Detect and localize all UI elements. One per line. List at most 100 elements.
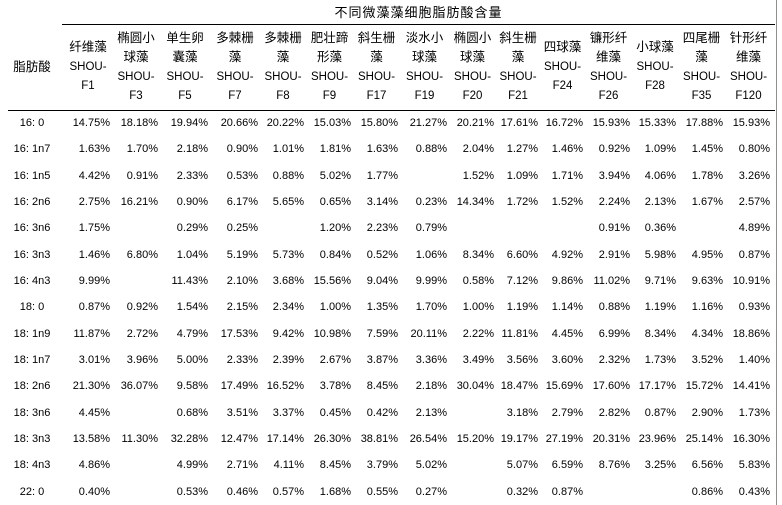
value-cell: 0.84%	[319, 248, 351, 261]
value-cell: 4.92%	[551, 248, 583, 261]
value-cell: 15.93%	[732, 117, 770, 130]
row-label: 16: 2n6	[13, 196, 51, 209]
title-top-rule	[62, 24, 775, 25]
value-cell: 26.30%	[313, 433, 351, 446]
value-cell: 0.55%	[366, 485, 398, 498]
value-cell: 36.07%	[120, 380, 158, 393]
value-cell: 38.81%	[360, 433, 398, 446]
value-cell: 3.78%	[319, 380, 351, 393]
value-cell: 0.90%	[176, 196, 208, 209]
value-cell: 5.00%	[176, 354, 208, 367]
value-cell: 6.17%	[226, 196, 258, 209]
value-cell: 3.68%	[272, 275, 304, 288]
row-label: 16: 1n7	[13, 143, 51, 156]
table-row: 16: 1n5 4.42% 0.91% 2.33% 0.53% 0.88% 5.02% 1.7…	[0, 163, 772, 189]
value-cell: 0.87%	[551, 485, 583, 498]
species-name: 斜生栅藻	[357, 30, 396, 65]
value-cell: 1.70%	[415, 301, 447, 314]
value-cell: 0.91%	[126, 169, 158, 182]
value-cell: 0.92%	[126, 301, 158, 314]
table-row: 18: 3n3 13.58% 11.30% 32.28% 12.47% 17.14% 26.…	[0, 426, 772, 452]
table-row: 18: 0 0.87% 0.92% 1.54% 2.15% 2.34% 1.00% 1.35%…	[0, 294, 772, 320]
value-cell	[585, 479, 632, 505]
value-cell: 3.36%	[415, 354, 447, 367]
species-name: 针形纤维藻	[729, 30, 768, 65]
value-cell: 2.79%	[551, 406, 583, 419]
table-row: 16: 1n7 1.63% 1.70% 2.18% 0.90% 1.01% 1.81% 1.6…	[0, 136, 772, 162]
column-header: 椭圆小球藻 SHOU- F3	[112, 25, 160, 110]
strain-prefix: SHOU-	[636, 60, 674, 73]
value-cell: 3.18%	[506, 406, 538, 419]
value-cell: 4.79%	[176, 327, 208, 340]
strain-prefix: SHOU-	[543, 60, 582, 73]
value-cell: 6.99%	[598, 327, 630, 340]
row-label: 16: 4n3	[13, 275, 51, 288]
value-cell: 10.98%	[313, 327, 351, 340]
value-cell: 16.30%	[732, 433, 770, 446]
value-cell: 2.57%	[738, 196, 770, 209]
value-cell: 1.72%	[506, 196, 538, 209]
value-cell: 0.90%	[226, 143, 258, 156]
strain-id: F3	[129, 90, 143, 102]
value-cell: 1.54%	[176, 301, 208, 314]
value-cell: 5.07%	[506, 459, 538, 472]
species-name: 淡水小球藻	[405, 30, 444, 65]
species-name: 多棘栅藻	[216, 30, 254, 65]
value-cell: 8.45%	[366, 380, 398, 393]
value-cell: 0.43%	[738, 485, 770, 498]
row-label: 18: 3n3	[13, 433, 51, 446]
value-cell: 17.49%	[220, 380, 258, 393]
value-cell: 1.35%	[366, 301, 398, 314]
value-cell: 0.46%	[226, 485, 258, 498]
value-cell: 9.86%	[551, 275, 583, 288]
value-cell: 0.88%	[415, 143, 447, 156]
value-cell: 2.72%	[126, 327, 158, 340]
strain-prefix: SHOU-	[682, 70, 721, 83]
column-header: 多棘栅藻 SHOU- F8	[260, 25, 306, 110]
value-cell: 10.91%	[732, 275, 770, 288]
value-cell: 30.04%	[456, 380, 494, 393]
value-cell: 15.03%	[313, 117, 351, 130]
value-cell: 14.34%	[456, 196, 494, 209]
value-cell: 1.19%	[506, 301, 538, 314]
value-cell: 17.61%	[500, 117, 538, 130]
value-cell: 15.20%	[456, 433, 494, 446]
column-header: 纤维藻 SHOU- F1	[64, 25, 112, 110]
value-cell: 4.34%	[691, 327, 723, 340]
strain-prefix: SHOU-	[453, 70, 492, 83]
value-cell: 9.04%	[366, 275, 398, 288]
column-header: 镰形纤维藻 SHOU- F26	[585, 25, 632, 110]
value-cell: 4.06%	[644, 169, 676, 182]
value-cell: 3.49%	[462, 354, 494, 367]
strain-id: F120	[735, 90, 762, 102]
value-cell: 7.59%	[366, 327, 398, 340]
column-header: 小球藻 SHOU- F28	[632, 25, 678, 110]
value-cell: 9.42%	[272, 327, 304, 340]
value-cell: 3.01%	[78, 354, 110, 367]
value-cell: 17.14%	[266, 433, 304, 446]
value-cell: 1.67%	[691, 196, 723, 209]
species-name: 四尾栅藻	[682, 30, 721, 65]
strain-prefix: SHOU-	[117, 70, 155, 83]
row-label: 16: 1n5	[13, 169, 51, 182]
value-cell: 0.27%	[415, 485, 447, 498]
value-cell: 1.14%	[551, 301, 583, 314]
value-cell: 0.91%	[598, 222, 630, 235]
value-cell: 9.99%	[78, 275, 110, 288]
value-cell: 0.53%	[226, 169, 258, 182]
value-cell: 8.34%	[462, 248, 494, 261]
value-cell: 2.71%	[226, 459, 258, 472]
value-cell: 15.69%	[545, 380, 583, 393]
column-header: 四尾栅藻 SHOU- F35	[678, 25, 725, 110]
value-cell: 15.56%	[313, 275, 351, 288]
value-cell: 18.18%	[120, 117, 158, 130]
value-cell: 1.63%	[78, 143, 110, 156]
strain-id: F17	[366, 90, 387, 102]
strain-id: F5	[178, 90, 192, 102]
value-cell: 0.93%	[738, 301, 770, 314]
value-cell: 4.99%	[176, 459, 208, 472]
strain-prefix: SHOU-	[729, 70, 768, 83]
strain-prefix: SHOU-	[499, 70, 537, 83]
value-cell: 1.70%	[126, 143, 158, 156]
species-name: 斜生栅藻	[499, 30, 537, 65]
